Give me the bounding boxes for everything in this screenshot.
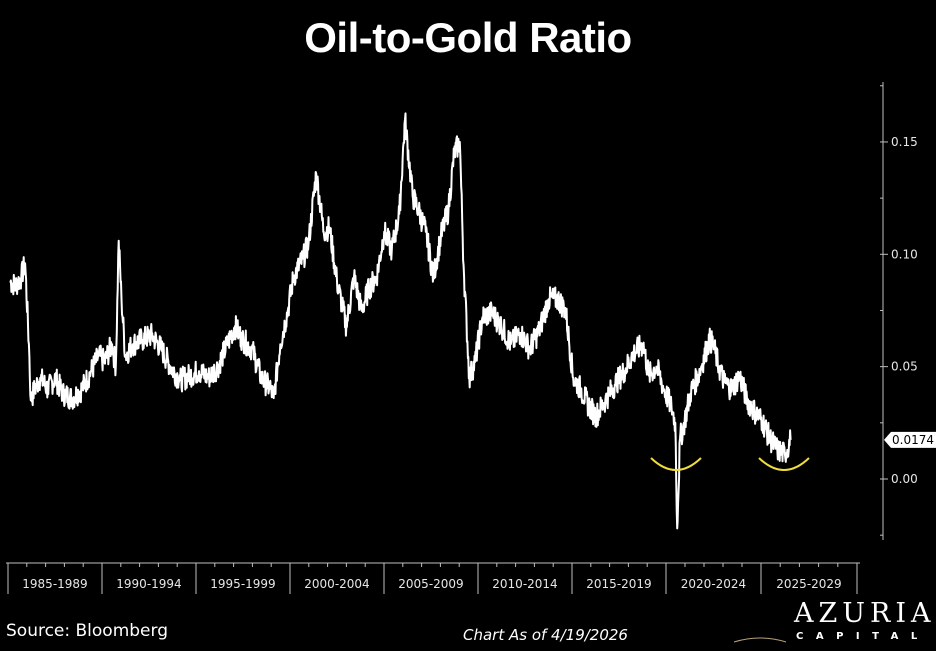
y-axis: 0.15 0.10 0.05 0.00 0.0174 xyxy=(880,82,936,540)
last-value-badge: 0.0174 xyxy=(884,431,936,448)
x-category-label: 1985-1989 xyxy=(22,577,87,591)
x-category-label: 1995-1999 xyxy=(210,577,275,591)
y-tick-label: 0.10 xyxy=(891,247,918,261)
x-category-label: 2000-2004 xyxy=(304,577,369,591)
x-category-label: 2020-2024 xyxy=(681,577,746,591)
logo-name: AZURIA xyxy=(794,598,936,629)
y-tick-label: 0.05 xyxy=(891,360,918,374)
y-tick-label: 0.15 xyxy=(891,135,918,149)
logo-subtitle: CAPITAL xyxy=(796,631,930,642)
x-category-label: 2005-2009 xyxy=(398,577,463,591)
azuria-capital-logo: AZURIA CAPITAL xyxy=(730,598,931,648)
source-label: Source: Bloomberg xyxy=(6,621,168,641)
pyramid-logo-icon xyxy=(733,604,787,643)
x-category-label: 2025-2029 xyxy=(776,577,841,591)
highlight-arcs xyxy=(650,457,810,471)
x-category-label: 1990-1994 xyxy=(116,577,181,591)
chart-title: Oil-to-Gold Ratio xyxy=(304,14,632,61)
x-category-label: 2010-2014 xyxy=(492,577,557,591)
x-category-label: 2015-2019 xyxy=(586,577,651,591)
y-tick-label: 0.00 xyxy=(891,472,918,486)
svg-text:0.0174: 0.0174 xyxy=(892,433,934,447)
data-line xyxy=(9,112,792,530)
as-of-date: Chart As of 4/19/2026 xyxy=(463,626,628,644)
x-axis: 1985-1989 1990-1994 1995-1999 2000-2004 2005… xyxy=(6,562,860,594)
